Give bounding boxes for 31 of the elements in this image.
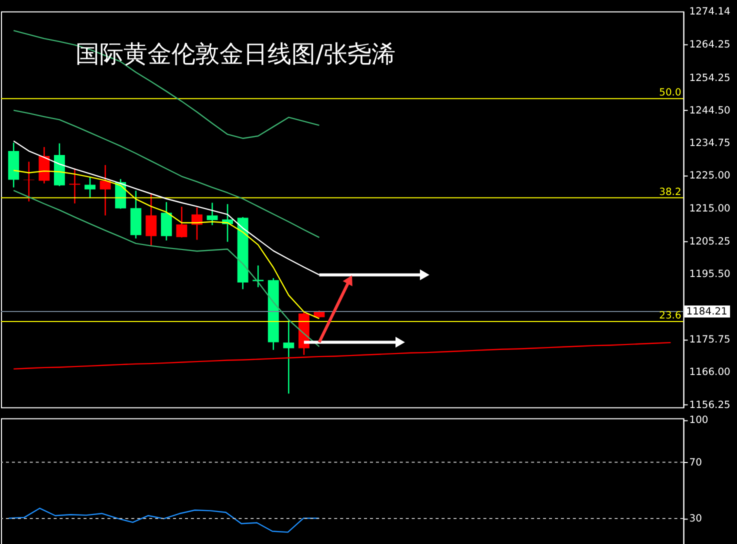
candlestick [69,168,80,204]
annotation: 23.6 [659,310,682,322]
candlestick [23,161,34,202]
y-tick-label: 1175.75 [689,334,730,346]
line-series [8,508,320,533]
y-tick-label: 1215.00 [689,204,730,215]
ref-line-label: 1184.21 [686,306,728,318]
line-series [13,190,320,348]
annotation: 38.2 [659,186,682,198]
y-tick-label: 1195.50 [689,268,730,280]
y-tick-label: 1156.25 [689,400,730,411]
y-tick-label: 1205.25 [689,236,730,248]
y-tick-label: 1166.00 [689,367,730,378]
y-tick-label: 1254.25 [689,72,730,84]
y-tick-label: 1225.00 [689,170,730,182]
candlestick [176,206,188,238]
y-tick-label: 100 [689,415,708,426]
candlestick [206,202,218,226]
candlestick [160,201,172,242]
annotation: 50.0 [659,88,682,99]
candlestick [283,320,294,394]
y-tick-label: 1274.14 [689,6,730,18]
candlestick [146,193,157,247]
candlestick [100,164,111,216]
candlestick [84,176,96,199]
y-tick-label: 1264.25 [689,39,730,50]
y-tick-label: 70 [689,457,702,468]
line-series [13,110,320,238]
y-tick-label: 30 [689,514,702,525]
y-tick-label: 1234.75 [689,138,730,149]
y-tick-label: 1244.50 [689,105,730,116]
